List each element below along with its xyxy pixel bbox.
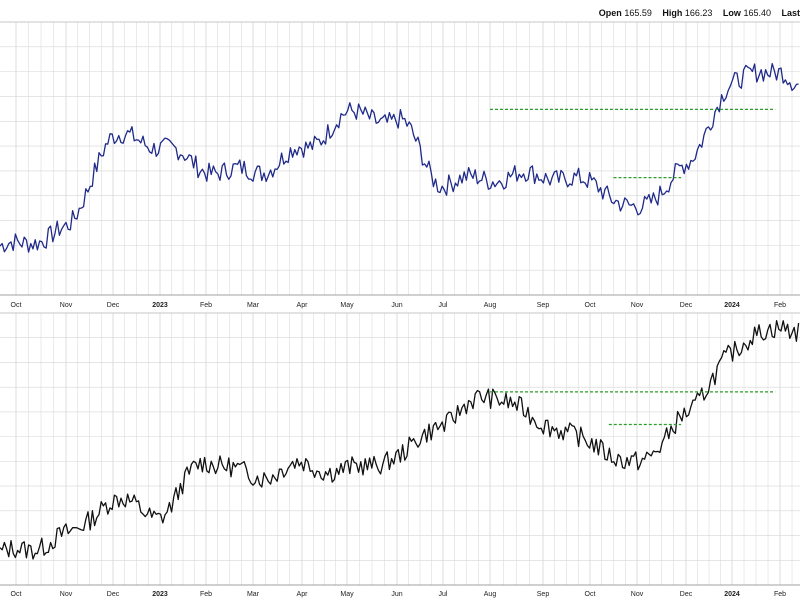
top-panel: Oct Nov Dec 2023 Feb Mar Apr May Jun Jul Aug Sep Oct…	[0, 21, 800, 309]
x-tick-label: Feb	[774, 591, 786, 598]
x-tick-label: Oct	[11, 591, 22, 598]
x-tick-label: Oct	[585, 591, 596, 598]
price-series-line	[0, 62, 799, 253]
open-value: 165.59	[624, 8, 652, 18]
low-value: 165.40	[743, 8, 771, 18]
x-tick-label: Feb	[200, 591, 212, 598]
x-tick-label: Jun	[391, 302, 402, 309]
x-tick-label: Aug	[484, 591, 497, 598]
x-tick-label: Mar	[247, 591, 260, 598]
x-tick-label: Dec	[680, 302, 693, 309]
x-tick-label: Nov	[60, 302, 73, 309]
x-tick-label: Feb	[200, 302, 212, 309]
x-tick-label: Apr	[297, 591, 309, 598]
x-tick-label: Jul	[439, 591, 448, 598]
low-label: Low	[722, 8, 741, 18]
x-tick-label: May	[340, 302, 354, 309]
x-tick-label: 2023	[152, 302, 168, 309]
last-label: Last	[781, 8, 800, 18]
open-label: Open	[598, 8, 622, 18]
x-tick-label: Feb	[774, 302, 786, 309]
x-tick-label: Oct	[585, 302, 596, 309]
x-tick-label: Sep	[537, 302, 550, 309]
high-label: High	[662, 8, 683, 18]
x-tick-label: Oct	[11, 302, 22, 309]
x-tick-label: Jul	[439, 302, 448, 309]
x-tick-label: May	[340, 591, 354, 598]
x-tick-label: 2024	[724, 591, 740, 598]
x-tick-label: Mar	[247, 302, 260, 309]
x-tick-label: Nov	[60, 591, 73, 598]
x-tick-label: Dec	[680, 591, 693, 598]
x-tick-label: Aug	[484, 302, 497, 309]
x-tick-label: 2024	[724, 302, 740, 309]
x-tick-label: Nov	[631, 591, 644, 598]
x-tick-label: Nov	[631, 302, 644, 309]
price-series-line	[0, 320, 800, 560]
x-tick-label: 2023	[152, 591, 168, 598]
x-tick-label: Dec	[107, 591, 120, 598]
x-tick-label: Dec	[107, 302, 120, 309]
bottom-panel: Oct Nov Dec 2023 Feb Mar Apr May Jun Jul Aug Sep Oct…	[0, 312, 800, 598]
x-tick-label: Sep	[537, 591, 550, 598]
x-tick-label: Apr	[297, 302, 309, 309]
high-value: 166.23	[684, 8, 713, 18]
x-tick-label: Jun	[391, 591, 402, 598]
ohlc-readout: Open 165.59 High 166.23 Low 165.40 Last	[599, 8, 800, 18]
